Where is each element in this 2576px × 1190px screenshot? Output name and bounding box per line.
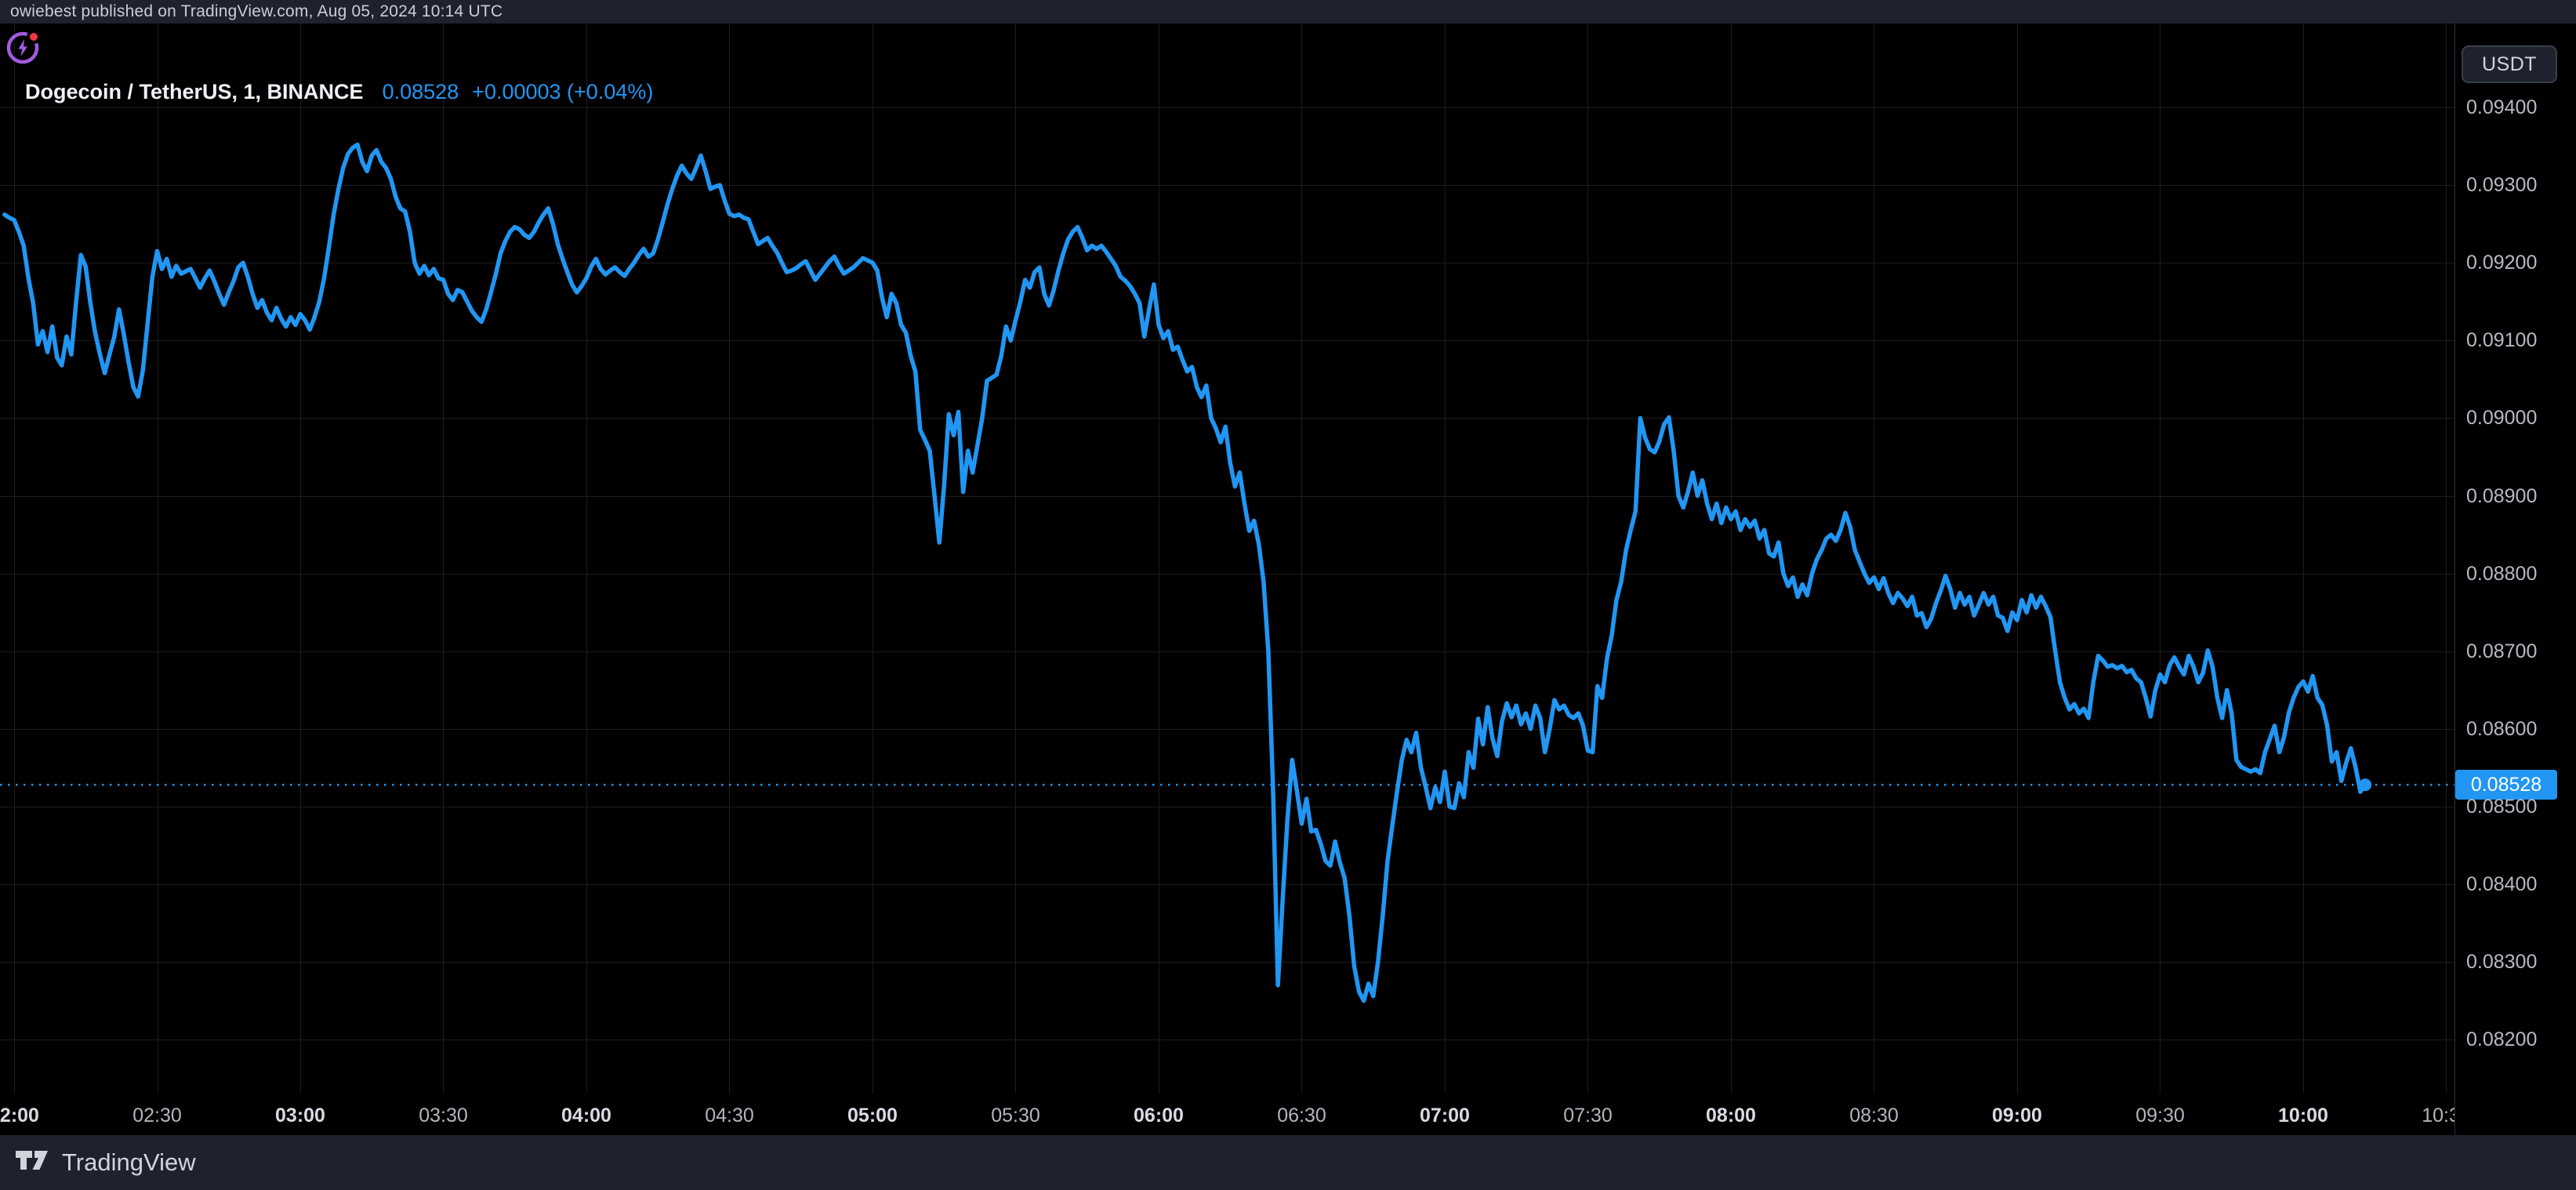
time-axis-label: 03:00 xyxy=(275,1105,325,1127)
legend-last-price: 0.08528 xyxy=(382,80,459,103)
price-axis-label: 0.09300 xyxy=(2466,174,2538,197)
price-series-line xyxy=(2,142,2367,1003)
price-axis-label: 0.08500 xyxy=(2466,795,2538,818)
last-price-dot xyxy=(2359,778,2372,792)
price-axis-label: 0.08200 xyxy=(2466,1029,2538,1051)
vertical-gridline xyxy=(1015,24,1017,1094)
footer-brand[interactable]: TradingView xyxy=(62,1148,196,1176)
vertical-gridline xyxy=(2446,24,2447,1094)
price-axis-label: 0.08600 xyxy=(2466,717,2538,740)
time-axis-label: 06:30 xyxy=(1277,1105,1326,1127)
time-axis-label: 05:30 xyxy=(991,1105,1040,1127)
time-axis-label: 09:00 xyxy=(1992,1105,2042,1127)
flash-circle xyxy=(6,31,39,64)
price-axis-label: 0.09400 xyxy=(2466,96,2538,118)
chart-plot[interactable]: Dogecoin / TetherUS, 1, BINANCE 0.08528 … xyxy=(0,24,2454,1094)
time-axis-label: 05:00 xyxy=(847,1105,898,1127)
attribution-bar: owiebest published on TradingView.com, A… xyxy=(0,0,2576,24)
lightning-circle-icon[interactable] xyxy=(0,24,47,71)
symbol-title[interactable]: Dogecoin / TetherUS, 1, BINANCE xyxy=(25,80,364,103)
time-axis-label: 06:00 xyxy=(1134,1105,1184,1127)
price-axis-label: 0.09200 xyxy=(2466,252,2538,274)
price-axis-label: 0.08400 xyxy=(2466,873,2538,895)
time-axis-label: 02:00 xyxy=(0,1105,39,1127)
legend-change: +0.00003 (+0.04%) xyxy=(472,80,654,103)
horizontal-gridline xyxy=(0,651,2454,652)
tradingview-logo-icon[interactable] xyxy=(16,1151,52,1174)
time-axis[interactable]: 02:00 02:30 03:00 03:30 04:00 04:30 05:00 05:30… xyxy=(0,1094,2454,1135)
legend-values: 0.08528 +0.00003 (+0.04%) xyxy=(383,80,654,104)
footer-bar: TradingView xyxy=(0,1135,2576,1190)
vertical-gridline xyxy=(2016,24,2018,1094)
time-axis-label: 02:30 xyxy=(132,1105,182,1127)
time-axis-label: 08:30 xyxy=(1849,1105,1899,1127)
vertical-gridline xyxy=(729,24,731,1094)
price-axis-label: 0.08900 xyxy=(2466,484,2538,507)
horizontal-gridline xyxy=(0,107,2454,108)
horizontal-gridline xyxy=(0,340,2454,342)
vertical-gridline xyxy=(1444,24,1446,1094)
price-axis[interactable]: USDT 0.08528 0.09400 0.09300 0.09200 0.0910… xyxy=(2454,24,2576,1135)
vertical-gridline xyxy=(2302,24,2304,1094)
time-axis-label: 04:30 xyxy=(705,1105,754,1127)
horizontal-gridline xyxy=(0,495,2454,497)
time-axis-label: 08:00 xyxy=(1706,1105,1756,1127)
lightning-bolt-icon xyxy=(18,39,27,56)
chart-legend[interactable]: Dogecoin / TetherUS, 1, BINANCE 0.08528 … xyxy=(25,80,653,104)
vertical-gridline xyxy=(1301,24,1303,1094)
horizontal-gridline xyxy=(0,1039,2454,1041)
currency-badge[interactable]: USDT xyxy=(2462,45,2557,83)
vertical-gridline xyxy=(14,24,15,1094)
horizontal-gridline xyxy=(0,418,2454,419)
current-price-badge-label: 0.08528 xyxy=(2470,773,2542,796)
price-line-chart xyxy=(0,142,2454,1003)
horizontal-gridline xyxy=(0,185,2454,187)
time-axis-label: 07:30 xyxy=(1563,1105,1613,1127)
time-axis-label: 07:00 xyxy=(1420,1105,1470,1127)
price-axis-label: 0.09000 xyxy=(2466,407,2538,430)
time-axis-label: 04:00 xyxy=(561,1105,611,1127)
time-axis-label: 10:30 xyxy=(2422,1105,2454,1127)
price-axis-label: 0.08300 xyxy=(2466,951,2538,974)
horizontal-gridline xyxy=(0,962,2454,963)
current-price-badge: 0.08528 xyxy=(2455,770,2557,800)
time-axis-label: 03:30 xyxy=(419,1105,468,1127)
vertical-gridline xyxy=(1587,24,1589,1094)
price-axis-label: 0.08700 xyxy=(2466,640,2538,662)
horizontal-gridline xyxy=(0,573,2454,575)
time-axis-label: 09:30 xyxy=(2135,1105,2185,1127)
price-axis-label: 0.09100 xyxy=(2466,329,2538,352)
currency-badge-label: USDT xyxy=(2481,53,2538,75)
vertical-gridline xyxy=(300,24,301,1094)
horizontal-gridline xyxy=(0,884,2454,885)
vertical-gridline xyxy=(2160,24,2161,1094)
price-axis-label: 0.08800 xyxy=(2466,562,2538,585)
vertical-gridline xyxy=(443,24,444,1094)
vertical-gridline xyxy=(1730,24,1732,1094)
time-axis-label: 10:00 xyxy=(2278,1105,2328,1127)
horizontal-gridline xyxy=(0,728,2454,730)
attribution-text: owiebest published on TradingView.com, A… xyxy=(10,2,503,20)
notification-red-dot xyxy=(27,30,41,44)
vertical-gridline xyxy=(586,24,587,1094)
